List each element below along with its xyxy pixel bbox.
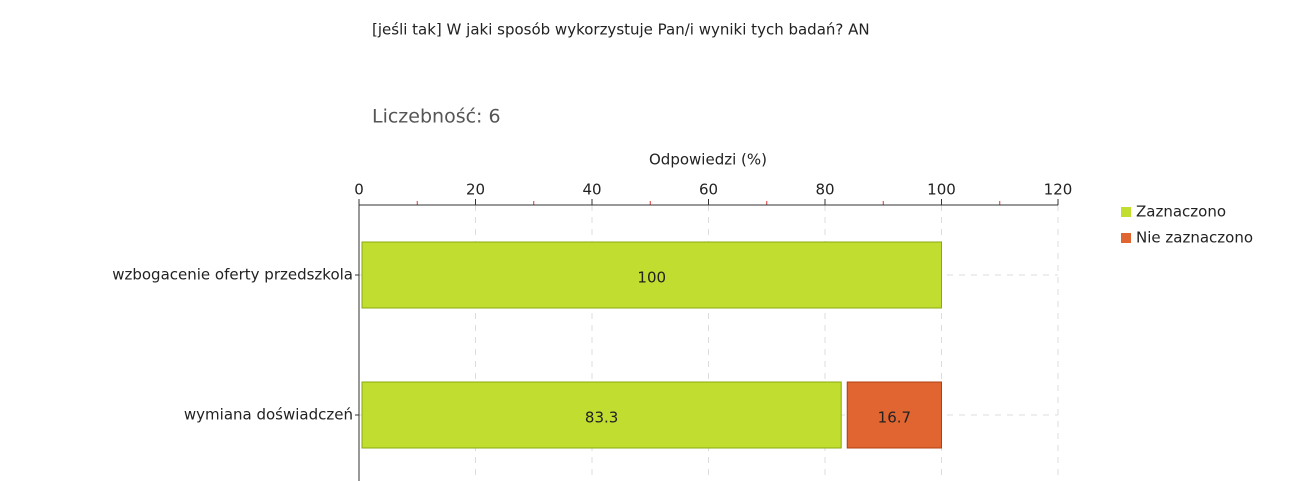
x-tick-label: 0 [354, 181, 364, 199]
x-tick-label: 40 [582, 181, 601, 199]
bar [361, 241, 942, 309]
axis-label: Odpowiedzi (%) [649, 151, 767, 169]
x-tick-label: 80 [815, 181, 834, 199]
bar [361, 381, 842, 449]
x-tick-label: 60 [699, 181, 718, 199]
chart-subtitle: Liczebność: 6 [372, 106, 501, 128]
legend-swatch [1121, 207, 1131, 217]
data-label: 83.3 [585, 409, 618, 427]
legend-swatch [1121, 233, 1131, 243]
chart-title: [jeśli tak] W jaki sposób wykorzystuje P… [372, 21, 870, 39]
y-tick-label: wymiana doświadczeń [184, 406, 353, 424]
x-tick-label: 20 [466, 181, 485, 199]
data-label: 100 [637, 269, 666, 287]
x-tick-label: 100 [927, 181, 956, 199]
y-tick-label: wzbogacenie oferty przedszkola [112, 266, 353, 284]
x-tick-label: 120 [1044, 181, 1073, 199]
legend-label: Zaznaczono [1136, 203, 1226, 221]
legend-label: Nie zaznaczono [1136, 229, 1253, 247]
data-label: 16.7 [878, 409, 911, 427]
bar [846, 381, 942, 449]
